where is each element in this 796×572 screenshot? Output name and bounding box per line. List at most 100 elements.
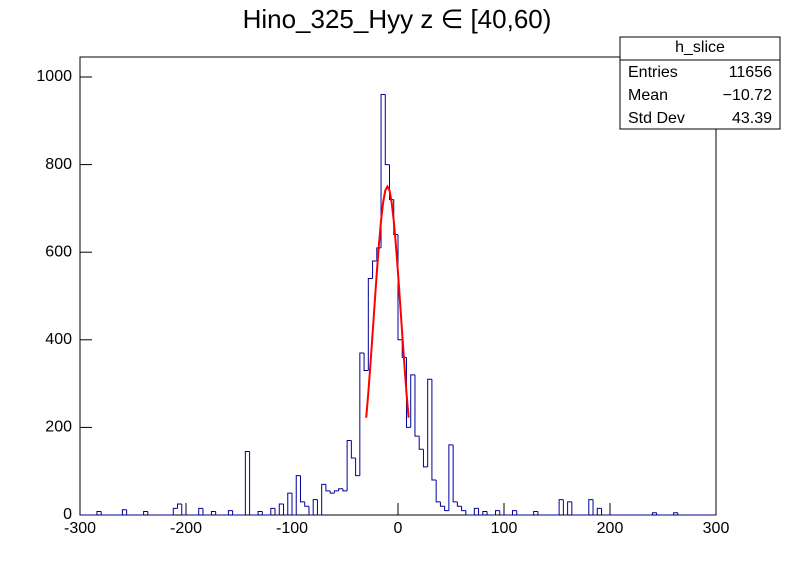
y-tick-label: 600 (45, 243, 72, 260)
histogram-bin (452, 444, 458, 503)
histogram-bin (495, 510, 500, 515)
y-tick-label: 1000 (36, 68, 72, 85)
histogram-bin (295, 475, 301, 515)
histogram-bin (321, 483, 326, 515)
histogram-bin (215, 511, 220, 516)
histogram-bin (342, 488, 348, 492)
histogram-bin (244, 450, 250, 515)
histogram-bin (210, 510, 216, 515)
histogram-bin (316, 499, 322, 516)
histogram-bin (558, 499, 564, 515)
histogram-bin (431, 379, 437, 481)
stats-key: Mean (628, 87, 668, 104)
histogram-bin (677, 512, 683, 516)
histogram-bin (511, 510, 517, 515)
histogram-bin (456, 501, 462, 507)
histogram-bin (393, 199, 398, 236)
histogram-bin (372, 260, 377, 279)
histogram-bin (308, 506, 314, 516)
histogram-bin (533, 510, 538, 515)
y-tick-label: 200 (45, 419, 72, 436)
histogram-bin (410, 374, 415, 428)
stats-value: −10.72 (723, 87, 772, 104)
histogram-bin (270, 507, 276, 515)
histogram-bin (202, 508, 208, 516)
histogram-bin (278, 503, 284, 515)
histogram-bin (363, 352, 369, 371)
histogram-bin (312, 499, 318, 515)
histogram-bin (562, 499, 568, 516)
histogram-bin (422, 449, 428, 468)
histogram-bin (147, 511, 153, 516)
histogram-bin (486, 511, 492, 516)
histogram-bin (96, 510, 102, 515)
histogram-bin (418, 436, 424, 450)
stats-frame (619, 36, 781, 130)
x-tick-label: -200 (170, 520, 202, 537)
histogram-bin (367, 277, 373, 371)
histogram-bin (473, 507, 479, 515)
histogram-bin (143, 510, 148, 515)
histogram-bin (384, 94, 390, 166)
stats-key: Entries (628, 64, 678, 81)
histogram-bin (414, 374, 420, 437)
x-tick-label: 100 (491, 520, 518, 537)
histogram-bin (444, 506, 449, 512)
histogram-bin (656, 512, 661, 516)
histogram-bin (478, 508, 483, 516)
x-tick-label: -300 (64, 520, 96, 537)
histogram-bin (329, 490, 335, 494)
histogram-bin (588, 499, 594, 515)
histogram-bin (232, 510, 237, 516)
histogram-bin (355, 458, 360, 477)
histogram-bin (389, 164, 394, 201)
histogram-bin (287, 492, 292, 515)
histogram-bin (571, 501, 577, 516)
histogram-bin (592, 499, 598, 516)
histogram-bin (261, 511, 267, 516)
histogram-bin (325, 484, 331, 492)
histogram-bin (567, 501, 572, 515)
histogram-bin (448, 444, 454, 511)
histogram-bin (651, 512, 657, 515)
histogram-bin (274, 508, 280, 516)
histogram-bin (499, 510, 504, 516)
histogram-bin (304, 501, 309, 507)
stats-value: 43.39 (732, 110, 772, 127)
stats-box: h_slice Entries 11656 Mean −10.72 Std De… (619, 36, 781, 130)
y-tick-label: 400 (45, 331, 72, 348)
histogram-bin (177, 503, 182, 509)
histogram-bin (439, 501, 445, 507)
histogram-bin (198, 507, 203, 515)
histogram-bin (461, 506, 466, 512)
histogram-bin (601, 508, 606, 516)
histogram-bin (346, 440, 352, 491)
stats-title: h_slice (675, 39, 725, 56)
histogram-bin (350, 440, 356, 459)
histogram-bin (227, 510, 233, 515)
x-tick-label: -100 (276, 520, 308, 537)
histogram-bin (338, 488, 343, 491)
stats-value: 11656 (729, 64, 772, 81)
stats-key: Std Dev (628, 110, 685, 127)
histogram-bin (172, 507, 178, 515)
chart-title: Hino_325_Hyy z ∈ [40,60) (243, 4, 552, 34)
histogram-bin (257, 510, 263, 515)
histogram-bin (537, 511, 543, 516)
histogram-bin (482, 510, 488, 515)
fit-curve (365, 184, 410, 418)
histogram-bin (333, 490, 339, 494)
y-tick-label: 800 (45, 156, 72, 173)
histogram-bin (427, 378, 432, 467)
histogram-bin (299, 475, 305, 503)
y-tick-label: 0 (63, 506, 72, 523)
histogram-bin (100, 511, 106, 516)
x-tick-label: 200 (597, 520, 624, 537)
histogram-bin (249, 451, 254, 516)
histogram-bin (596, 507, 602, 515)
x-tick-label: 0 (394, 520, 403, 537)
histogram-bin (516, 510, 521, 516)
histogram-bin (291, 493, 297, 516)
histogram-bin (181, 504, 186, 516)
